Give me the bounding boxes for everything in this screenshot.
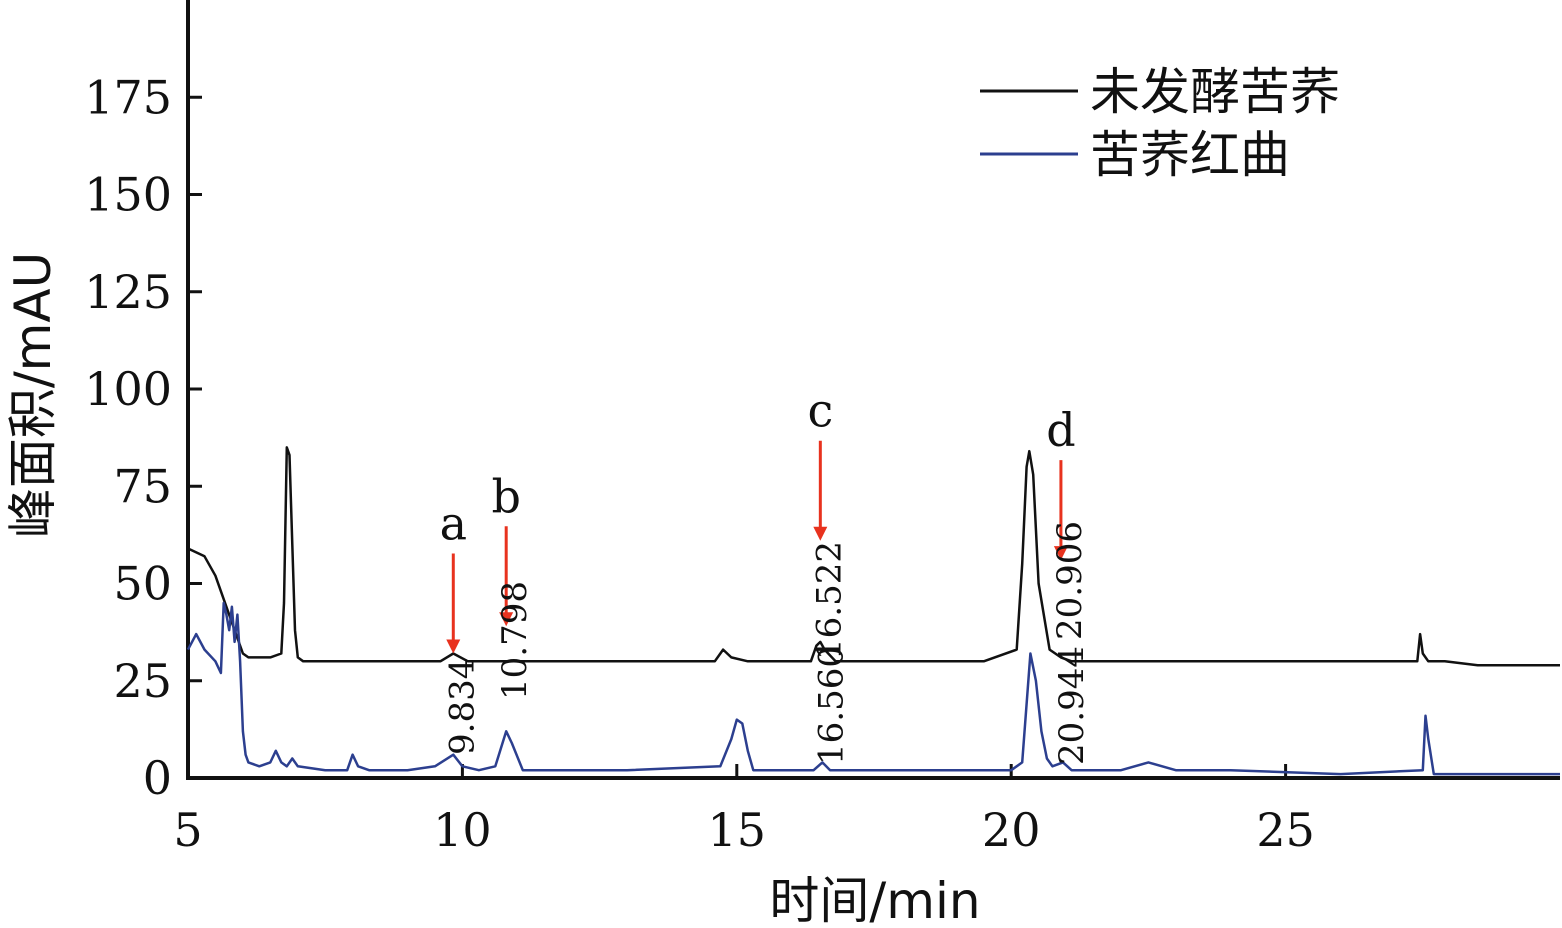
y-tick-label: 100 [84, 362, 172, 416]
peak-arrowhead-a [446, 639, 461, 654]
y-tick-label: 125 [84, 265, 172, 319]
x-tick-label: 15 [708, 803, 767, 857]
peak-arrowhead-c [813, 526, 828, 541]
retention-time-label: 10.798 [495, 581, 535, 700]
x-tick-label: 5 [173, 803, 202, 857]
retention-time-label: 16.522 [809, 541, 849, 660]
peak-arrowhead-b [499, 612, 514, 627]
y-tick-label: 150 [84, 168, 172, 222]
legend-label-red-koji: 苦荞红曲 [1090, 126, 1290, 184]
y-tick-label: 0 [143, 751, 172, 805]
y-axis-title: 峰面积/mAU [4, 252, 62, 538]
legend: 未发酵苦荞 苦荞红曲 [980, 63, 1340, 184]
x-tick-label: 20 [982, 803, 1041, 857]
retention-time-label: 20.906 [1050, 521, 1090, 640]
retention-time-label: 16.560 [811, 646, 851, 765]
y-tick-label: 50 [113, 557, 172, 611]
peak-letter-a: a [440, 497, 467, 551]
y-tick-label: 75 [113, 459, 172, 513]
retention-time-label: 20.944 [1052, 646, 1092, 765]
series-line-1 [186, 601, 1560, 776]
axis-ticks: 5 10 15 20 25 0 25 50 75 100 125 150 175 [84, 70, 1315, 857]
peak-arrowhead-d [1053, 546, 1068, 561]
peak-letter-b: b [491, 469, 520, 523]
x-tick-label: 10 [433, 803, 492, 857]
peak-letter-d: d [1046, 403, 1075, 457]
legend-label-unfermented: 未发酵苦荞 [1090, 63, 1340, 121]
x-axis-title: 时间/min [769, 872, 980, 928]
x-tick-label: 25 [1256, 803, 1315, 857]
series-line-0 [187, 446, 1560, 667]
peak-letter-c: c [807, 384, 833, 438]
series-layer [186, 446, 1560, 776]
retention-time-label: 9.834 [442, 658, 482, 755]
y-tick-label: 175 [84, 70, 172, 124]
y-tick-label: 25 [113, 654, 172, 708]
